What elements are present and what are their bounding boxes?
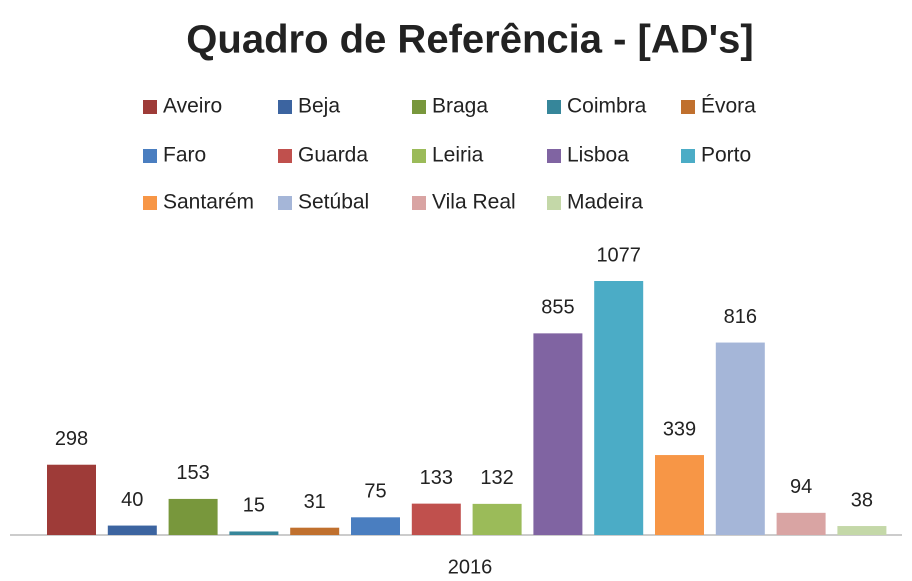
bar (472, 503, 522, 535)
legend-label: Faro (163, 144, 206, 167)
data-label: 132 (480, 467, 513, 489)
legend-swatch (547, 100, 561, 114)
bar (594, 281, 644, 535)
legend-swatch (143, 149, 157, 163)
bar (351, 517, 400, 535)
legend-label: Setúbal (298, 191, 369, 214)
bar (411, 503, 461, 535)
data-label: 339 (663, 418, 696, 440)
data-label: 38 (851, 489, 873, 511)
bar (168, 498, 218, 535)
legend-label: Santarém (163, 191, 254, 214)
legend-swatch (547, 149, 561, 163)
bar (47, 464, 96, 535)
bar (715, 342, 765, 535)
bar (107, 525, 157, 535)
data-label: 75 (364, 481, 386, 503)
bar (229, 531, 279, 535)
legend-swatch (412, 100, 426, 114)
data-label: 1077 (596, 244, 641, 266)
bar (837, 526, 887, 535)
data-label: 855 (541, 297, 574, 319)
legend-swatch (681, 100, 695, 114)
legend-label: Vila Real (432, 191, 516, 214)
legend-swatch (412, 149, 426, 163)
bar (655, 455, 704, 535)
data-label: 298 (55, 428, 88, 450)
legend-label: Beja (298, 95, 340, 118)
legend-swatch (547, 196, 561, 210)
x-tick-label: 2016 (448, 556, 493, 576)
legend-label: Évora (701, 95, 756, 118)
data-label: 15 (243, 495, 265, 517)
legend-swatch (412, 196, 426, 210)
data-label: 31 (304, 491, 326, 513)
legend-label: Porto (701, 144, 751, 167)
legend-label: Braga (432, 95, 488, 118)
data-label: 153 (176, 462, 209, 484)
legend-label: Guarda (298, 144, 368, 167)
data-label: 94 (790, 476, 812, 498)
legend-label: Lisboa (567, 144, 629, 167)
bar (290, 527, 340, 535)
bar (776, 512, 826, 535)
data-label: 40 (121, 489, 143, 511)
data-label: 816 (724, 306, 757, 328)
legend-label: Coimbra (567, 95, 647, 118)
legend-swatch (278, 100, 292, 114)
legend-swatch (278, 149, 292, 163)
legend-label: Madeira (567, 191, 643, 214)
chart-title: Quadro de Referência - [AD's] (186, 18, 753, 62)
legend-swatch (143, 196, 157, 210)
bar (533, 333, 583, 535)
data-label: 133 (420, 467, 453, 489)
legend-swatch (278, 196, 292, 210)
legend-label: Leiria (432, 144, 484, 167)
legend-swatch (681, 149, 695, 163)
legend-label: Aveiro (163, 95, 222, 118)
legend-swatch (143, 100, 157, 114)
